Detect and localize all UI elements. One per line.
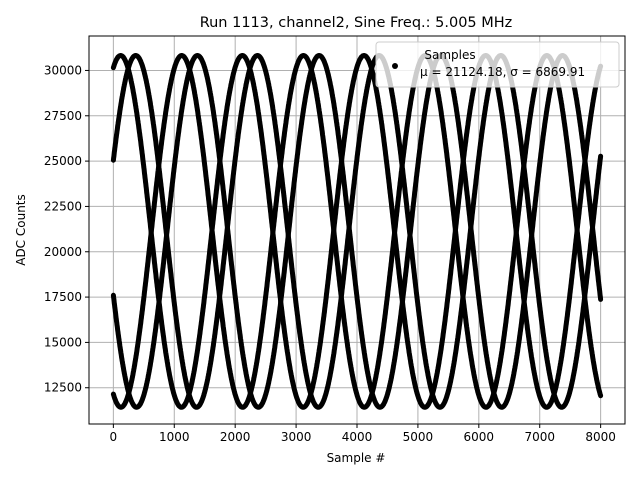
data-series	[110, 53, 604, 410]
sample-band-2	[110, 53, 604, 410]
legend-marker	[392, 63, 398, 69]
y-axis-ticks: 12500 15000 17500 20000 22500 25000 27500 30000	[44, 63, 89, 395]
x-tick-label: 0	[110, 430, 118, 444]
x-tick-label: 7000	[524, 430, 555, 444]
sample-band-1	[110, 53, 604, 410]
legend-entry-label: μ = 21124.18, σ = 6869.91	[420, 65, 585, 79]
x-tick-label: 6000	[464, 430, 495, 444]
sample-band-3	[110, 53, 604, 410]
x-tick-label: 3000	[281, 430, 312, 444]
x-axis-label: Sample #	[327, 451, 386, 465]
y-tick-label: 15000	[44, 335, 82, 349]
y-tick-label: 17500	[44, 290, 82, 304]
y-tick-label: 22500	[44, 199, 82, 213]
y-axis-label: ADC Counts	[14, 194, 28, 266]
legend: Samples μ = 21124.18, σ = 6869.91	[375, 41, 620, 88]
x-tick-label: 2000	[220, 430, 251, 444]
sample-band-0	[110, 53, 604, 410]
y-tick-label: 12500	[44, 381, 82, 395]
chart-title: Run 1113, channel2, Sine Freq.: 5.005 MH…	[200, 15, 513, 31]
legend-box	[375, 41, 620, 88]
y-tick-label: 30000	[44, 63, 82, 77]
x-tick-label: 5000	[403, 430, 434, 444]
legend-title: Samples	[424, 48, 475, 62]
x-tick-label: 1000	[159, 430, 190, 444]
y-tick-label: 25000	[44, 154, 82, 168]
y-tick-label: 27500	[44, 109, 82, 123]
x-axis-ticks: 0 1000 2000 3000 4000 5000 6000 7000 8000	[110, 424, 616, 444]
x-tick-label: 8000	[585, 430, 616, 444]
y-tick-label: 20000	[44, 245, 82, 259]
x-tick-label: 4000	[342, 430, 373, 444]
